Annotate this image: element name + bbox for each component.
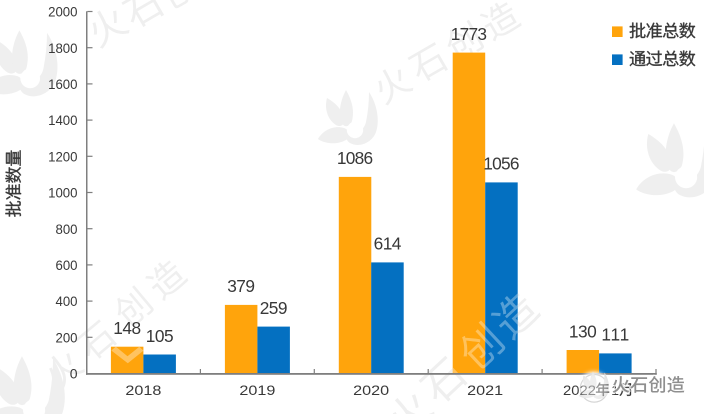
svg-text:1600: 1600 [48, 76, 78, 92]
svg-text:1400: 1400 [48, 112, 78, 128]
svg-text:1086: 1086 [337, 148, 373, 168]
svg-text:111: 111 [601, 325, 629, 345]
svg-text:1000: 1000 [48, 185, 78, 201]
svg-text:600: 600 [56, 257, 78, 273]
svg-text:148: 148 [113, 318, 141, 338]
svg-text:2000: 2000 [48, 4, 78, 20]
svg-text:614: 614 [374, 234, 402, 254]
svg-text:200: 200 [56, 329, 78, 345]
svg-text:1773: 1773 [451, 24, 487, 44]
svg-text:130: 130 [569, 321, 597, 341]
svg-text:259: 259 [260, 298, 288, 318]
svg-text:2018: 2018 [125, 382, 161, 398]
svg-text:0: 0 [70, 366, 78, 382]
svg-text:105: 105 [146, 326, 174, 346]
svg-text:1800: 1800 [48, 40, 78, 56]
svg-text:379: 379 [227, 276, 255, 296]
svg-text:1056: 1056 [483, 154, 519, 174]
svg-text:2021: 2021 [467, 382, 503, 398]
svg-text:800: 800 [56, 221, 78, 237]
svg-text:2019: 2019 [239, 382, 275, 398]
svg-text:400: 400 [56, 293, 78, 309]
svg-text:2020: 2020 [353, 382, 389, 398]
svg-text:1200: 1200 [48, 148, 78, 164]
